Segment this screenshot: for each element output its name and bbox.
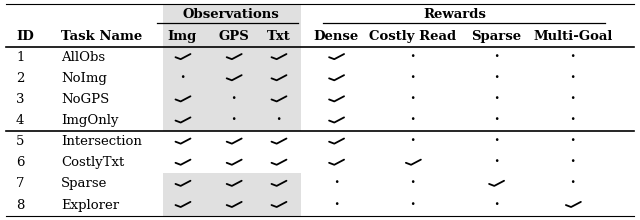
- Bar: [163, 26, 301, 47]
- Text: 4: 4: [16, 114, 24, 127]
- Text: 2: 2: [16, 72, 24, 85]
- Text: ·: ·: [333, 196, 339, 214]
- Text: 3: 3: [16, 93, 24, 106]
- Text: Txt: Txt: [266, 29, 291, 43]
- Text: ·: ·: [493, 132, 499, 151]
- Text: ·: ·: [493, 90, 499, 109]
- Text: ·: ·: [493, 153, 499, 172]
- Text: CostlyTxt: CostlyTxt: [61, 156, 124, 169]
- Text: Costly Read: Costly Read: [369, 29, 456, 43]
- Text: ·: ·: [230, 111, 237, 130]
- Text: Intersection: Intersection: [61, 135, 141, 148]
- Text: Task Name: Task Name: [61, 29, 142, 43]
- Text: ·: ·: [570, 111, 576, 130]
- Text: 1: 1: [16, 51, 24, 64]
- Text: Dense: Dense: [314, 29, 358, 43]
- Text: ·: ·: [570, 48, 576, 67]
- Text: ·: ·: [410, 132, 416, 151]
- Text: Observations: Observations: [182, 8, 279, 22]
- Text: ·: ·: [570, 90, 576, 109]
- Bar: [163, 89, 301, 110]
- Text: ·: ·: [275, 111, 282, 130]
- Text: Rewards: Rewards: [423, 8, 486, 22]
- Text: ImgOnly: ImgOnly: [61, 114, 118, 127]
- Bar: [163, 110, 301, 131]
- Text: ·: ·: [410, 69, 416, 88]
- Text: GPS: GPS: [218, 29, 249, 43]
- Bar: [163, 4, 301, 26]
- Text: ·: ·: [570, 174, 576, 193]
- Text: Sparse: Sparse: [471, 29, 521, 43]
- Bar: [163, 47, 301, 68]
- Text: NoImg: NoImg: [61, 72, 107, 85]
- Text: ·: ·: [179, 69, 186, 88]
- Text: ·: ·: [493, 69, 499, 88]
- Text: Img: Img: [168, 29, 197, 43]
- Text: 7: 7: [16, 177, 24, 191]
- Bar: [163, 194, 301, 216]
- Text: ·: ·: [493, 196, 499, 214]
- Text: Explorer: Explorer: [61, 198, 119, 212]
- Text: ·: ·: [410, 196, 416, 214]
- Text: ·: ·: [570, 69, 576, 88]
- Text: ·: ·: [410, 174, 416, 193]
- Text: ·: ·: [333, 174, 339, 193]
- Bar: [163, 173, 301, 194]
- Text: 8: 8: [16, 198, 24, 212]
- Text: Sparse: Sparse: [61, 177, 107, 191]
- Text: ·: ·: [410, 90, 416, 109]
- Text: ·: ·: [230, 90, 237, 109]
- Text: ·: ·: [410, 111, 416, 130]
- Text: NoGPS: NoGPS: [61, 93, 109, 106]
- Text: ·: ·: [570, 153, 576, 172]
- Text: ·: ·: [410, 48, 416, 67]
- Text: ·: ·: [493, 48, 499, 67]
- Text: 6: 6: [16, 156, 24, 169]
- Bar: [163, 68, 301, 89]
- Text: 5: 5: [16, 135, 24, 148]
- Text: ·: ·: [570, 132, 576, 151]
- Text: ID: ID: [16, 29, 34, 43]
- Text: AllObs: AllObs: [61, 51, 105, 64]
- Text: ·: ·: [493, 111, 499, 130]
- Text: Multi-Goal: Multi-Goal: [533, 29, 612, 43]
